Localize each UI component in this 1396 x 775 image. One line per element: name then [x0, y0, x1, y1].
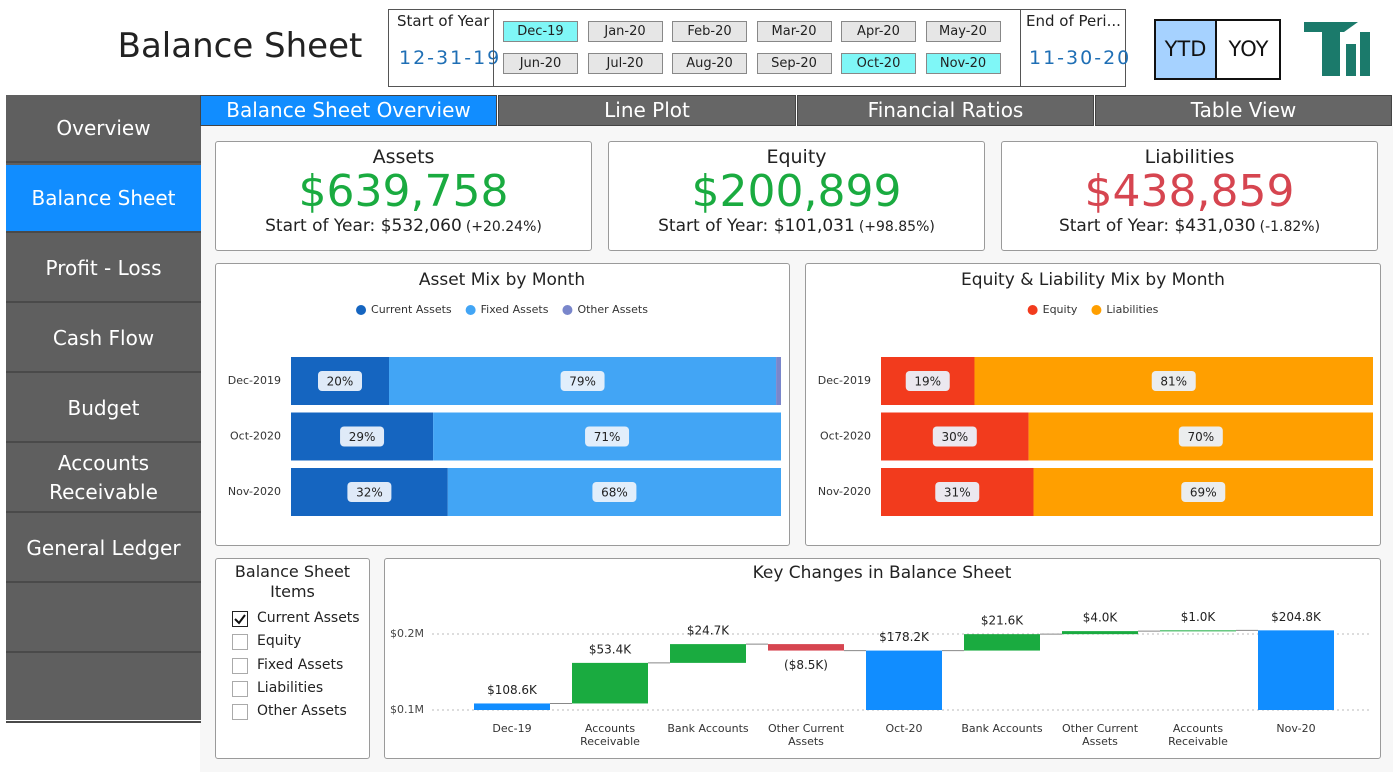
month-button[interactable]: Dec-19 — [503, 21, 578, 42]
month-button[interactable]: Feb-20 — [672, 21, 747, 42]
kpi-title: Liabilities — [1144, 146, 1235, 168]
kpi-change: (+20.24%) — [465, 219, 542, 235]
start-label: Start of Year — [397, 12, 490, 30]
month-button[interactable]: Oct-20 — [841, 53, 916, 74]
kpi-card: Liabilities $438,859 Start of Year: $431,0… — [1001, 141, 1378, 251]
x-tick-label: Dec-19 — [492, 722, 532, 735]
end-label: End of Peri... — [1026, 12, 1121, 30]
nav-item[interactable]: Overview — [6, 95, 201, 163]
slicer-item[interactable]: Equity — [257, 633, 302, 650]
kpi-start: Start of Year: $101,031 — [658, 216, 855, 236]
kpi-sub-row: Start of Year: $101,031 (+98.85%) — [609, 216, 984, 236]
nav-item[interactable]: Accounts Receivable — [6, 445, 201, 513]
x-tick-label: Accounts Receivable — [1168, 722, 1228, 748]
slicer-item[interactable]: Liabilities — [257, 679, 324, 696]
kpi-value: $200,899 — [691, 166, 902, 217]
kpi-start: Start of Year: $532,060 — [265, 216, 462, 236]
slicer-title: Balance Sheet Items — [234, 562, 351, 601]
month-button[interactable]: Jun-20 — [503, 53, 578, 74]
kpi-value: $438,859 — [1084, 166, 1295, 217]
tab[interactable]: Line Plot — [498, 95, 796, 126]
checkbox[interactable] — [232, 657, 248, 674]
month-button[interactable]: May-20 — [925, 21, 1001, 42]
month-button[interactable]: Mar-20 — [756, 21, 832, 42]
tab[interactable]: Balance Sheet Overview — [200, 95, 497, 126]
slicer-item[interactable]: Fixed Assets — [257, 656, 344, 673]
toggle-box — [1154, 19, 1281, 80]
tab[interactable]: Financial Ratios — [797, 95, 1094, 126]
toggle-button[interactable]: YOY — [1218, 21, 1279, 78]
month-button[interactable]: Sep-20 — [756, 53, 832, 74]
kpi-title: Assets — [372, 146, 435, 168]
kpi-start: Start of Year: $431,030 — [1058, 216, 1256, 236]
month-button[interactable]: Jan-20 — [587, 21, 663, 42]
x-tick-label: Other Current Assets — [1061, 722, 1139, 748]
kpi-sub-row: Start of Year: $532,060 (+20.24%) — [216, 216, 591, 236]
page-title: Balance Sheet — [117, 26, 363, 66]
nav-item[interactable]: Balance Sheet — [6, 165, 201, 233]
tab[interactable]: Table View — [1095, 95, 1392, 126]
chart-card — [805, 263, 1381, 546]
month-button[interactable]: Aug-20 — [672, 53, 747, 74]
nav-empty — [6, 655, 201, 723]
toggle-button[interactable]: YTD — [1156, 21, 1217, 78]
x-tick-label: Bank Accounts — [961, 722, 1043, 735]
nav-item[interactable]: Profit - Loss — [6, 235, 201, 303]
nav-empty — [6, 585, 201, 653]
x-tick-label: Accounts Receivable — [580, 722, 640, 748]
nav-item[interactable]: Cash Flow — [6, 305, 201, 373]
nav-item[interactable]: Budget — [6, 375, 201, 443]
kpi-change: (+98.85%) — [858, 219, 935, 235]
month-button[interactable]: Apr-20 — [841, 21, 916, 42]
kpi-card: Assets $639,758 Start of Year: $532,060 (+2… — [215, 141, 592, 251]
x-tick-label: Bank Accounts — [667, 722, 749, 735]
slicer-item[interactable]: Other Assets — [257, 703, 347, 720]
x-tick-label: Oct-20 — [885, 722, 923, 735]
x-tick-label: Other Current Assets — [767, 722, 845, 748]
chart-card — [215, 263, 790, 546]
kpi-change: (-1.82%) — [1259, 219, 1321, 235]
kpi-title: Equity — [766, 146, 827, 168]
checkbox[interactable] — [232, 704, 248, 721]
kpi-sub-row: Start of Year: $431,030 (-1.82%) — [1002, 216, 1377, 236]
checkbox[interactable] — [232, 611, 248, 627]
nav-item[interactable]: General Ledger — [6, 515, 201, 583]
kpi-value: $639,758 — [298, 166, 509, 217]
end-box — [1020, 9, 1126, 87]
checkbox[interactable] — [232, 680, 248, 697]
start-value: 12-31-19 — [399, 47, 502, 69]
kpi-card: Equity $200,899 Start of Year: $101,031 (+9… — [608, 141, 985, 251]
checkbox[interactable] — [232, 634, 248, 651]
end-value: 11-30-20 — [1029, 47, 1132, 69]
slicer-item[interactable]: Current Assets — [257, 610, 360, 626]
logo — [1304, 22, 1370, 76]
x-tick-label: Nov-20 — [1276, 722, 1316, 735]
month-button[interactable]: Nov-20 — [925, 53, 1001, 74]
month-button[interactable]: Jul-20 — [587, 53, 663, 74]
